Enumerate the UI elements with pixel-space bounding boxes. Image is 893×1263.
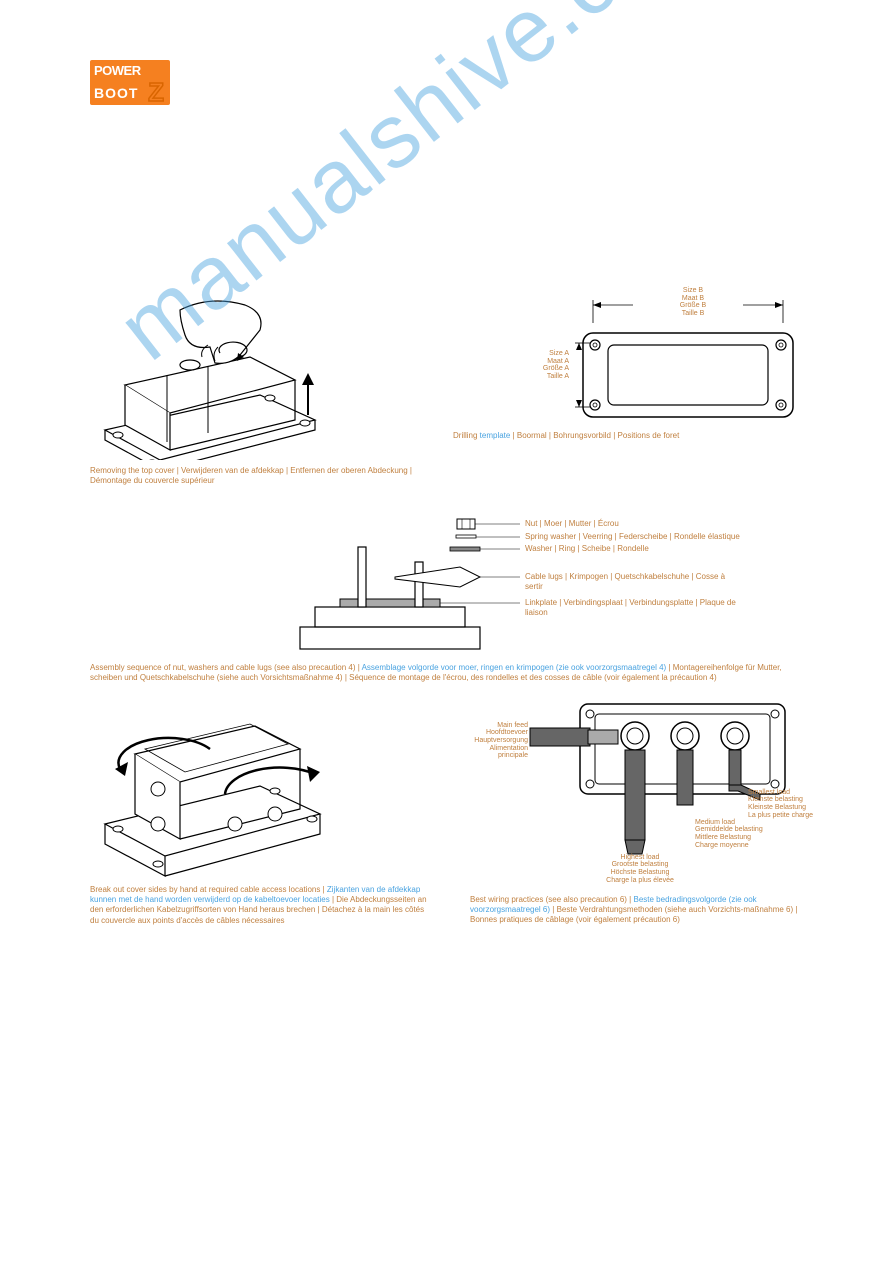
caption-fig3: Assembly sequence of nut, washers and ca… bbox=[90, 663, 803, 684]
illus-remove-cover bbox=[90, 295, 350, 460]
illus-breakout bbox=[90, 694, 350, 879]
dim-size-b: Size B Maat B Größe B Taille B bbox=[643, 287, 743, 318]
figure-breakout: Break out cover sides by hand at require… bbox=[90, 694, 430, 927]
caption-fig2: Drilling template | Boormal | Bohrungsvo… bbox=[453, 431, 803, 441]
logo-bottom: BOO bbox=[94, 85, 129, 101]
label-cable-lugs: Cable lugs | Krimpogen | Quetschkabelsch… bbox=[525, 572, 740, 593]
dim-size-a: Size A Maat A Größe A Taille A bbox=[535, 350, 569, 381]
label-medium: Medium load Gemiddelde belasting Mittler… bbox=[695, 819, 775, 850]
label-washer: Washer | Ring | Scheibe | Rondelle bbox=[525, 544, 649, 554]
label-smallest: Smallest load Kleinste belasting Kleinst… bbox=[748, 789, 818, 820]
logo-t: T bbox=[129, 85, 139, 101]
figure-remove-cover: Removing the top cover | Verwijderen van… bbox=[90, 295, 413, 487]
figure-wiring: Main feed Hoofdtoevoer Hauptversorgung A… bbox=[470, 694, 803, 927]
logo-z: Z bbox=[148, 77, 164, 108]
label-spring-washer: Spring washer | Veerring | Federscheibe … bbox=[525, 532, 740, 542]
caption-fig1: Removing the top cover | Verwijderen van… bbox=[90, 466, 413, 487]
brand-logo: POWER BOOT Z bbox=[90, 60, 170, 105]
row-3: Break out cover sides by hand at require… bbox=[90, 694, 803, 927]
figure-assembly: Nut | Moer | Mutter | Écrou Spring washe… bbox=[90, 507, 803, 684]
label-main-feed: Main feed Hoofdtoevoer Hauptversorgung A… bbox=[470, 722, 528, 760]
content-area: Removing the top cover | Verwijderen van… bbox=[90, 295, 803, 926]
figure-drilling-template: Size B Maat B Größe B Taille B Size A Ma… bbox=[453, 295, 803, 487]
caption-fig4: Break out cover sides by hand at require… bbox=[90, 885, 430, 927]
label-linkplate: Linkplate | Verbindingsplaat | Verbindun… bbox=[525, 598, 740, 619]
label-highest: Highest load Grootste belasting Höchste … bbox=[600, 854, 680, 885]
label-nut: Nut | Moer | Mutter | Écrou bbox=[525, 519, 619, 529]
caption-fig5: Best wiring practices (see also precauti… bbox=[470, 895, 803, 926]
illus-assembly bbox=[220, 507, 520, 657]
row-1: Removing the top cover | Verwijderen van… bbox=[90, 295, 803, 487]
